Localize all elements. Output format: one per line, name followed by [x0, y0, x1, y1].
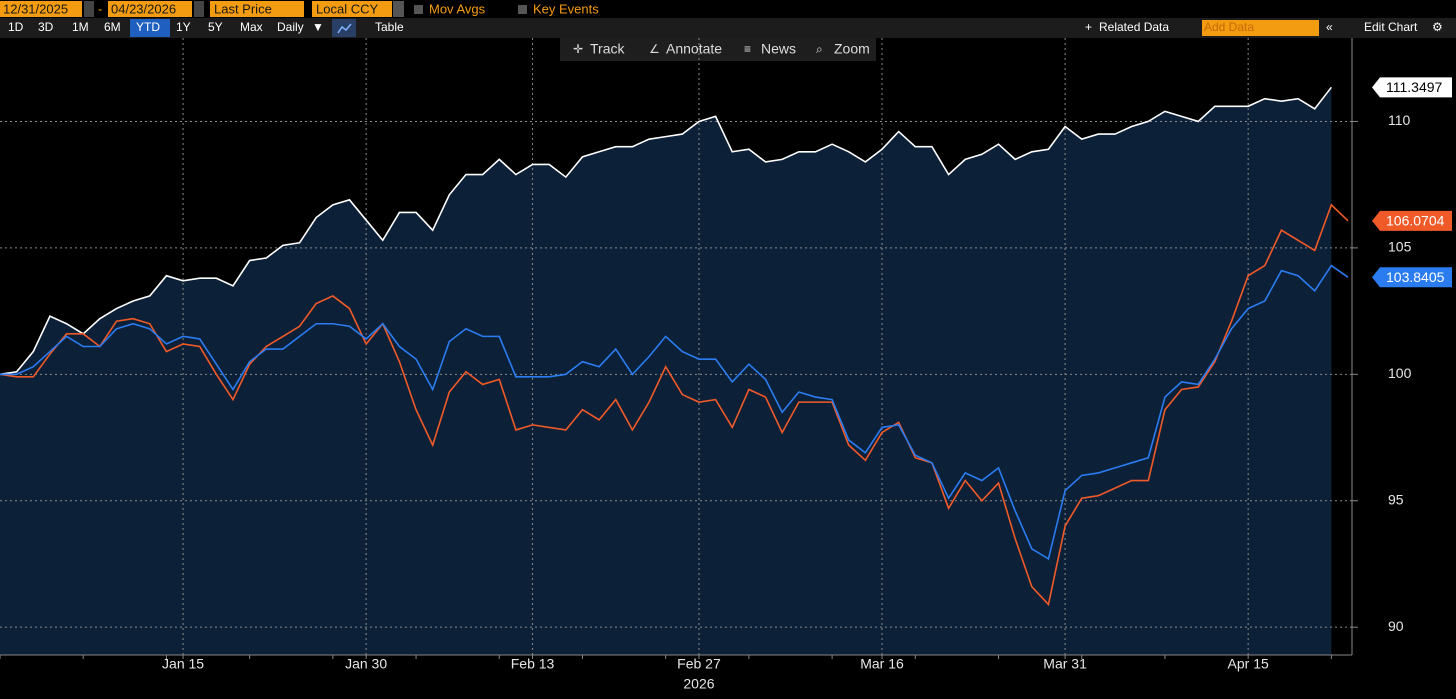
y-tick-label: 110: [1388, 112, 1411, 128]
line: [0, 86, 1332, 376]
x-tick-label: Jan 30: [345, 656, 387, 672]
frequency[interactable]: Daily: [277, 20, 304, 34]
add-data-box[interactable]: [1202, 20, 1319, 36]
table-button[interactable]: Table: [375, 20, 404, 34]
tool-button[interactable]: Zoom: [834, 41, 870, 57]
end-date-box[interactable]: [108, 1, 192, 17]
related-data[interactable]: Related Data: [1099, 20, 1169, 34]
period-button[interactable]: 1Y: [176, 20, 191, 34]
toolbar-bottom: [0, 18, 1456, 38]
currency-box[interactable]: [312, 1, 392, 17]
x-tick-label: Feb 13: [511, 656, 555, 672]
start-date-box[interactable]: [0, 1, 82, 17]
x-tick-label: Apr 15: [1228, 656, 1269, 672]
dropdown[interactable]: [393, 1, 404, 17]
value-label-box: [1372, 267, 1452, 288]
tool-icon: ≡: [744, 42, 751, 56]
key-events[interactable]: Key Events: [533, 1, 599, 16]
x-tick-label: Feb 27: [677, 656, 721, 672]
tool-icon: ⌕: [816, 42, 823, 56]
mov-avgs[interactable]: Mov Avgs: [429, 1, 486, 16]
checkbox[interactable]: [518, 5, 527, 14]
period-button[interactable]: Max: [240, 20, 263, 34]
date-sep: -: [98, 1, 102, 16]
value-label: 106.0704: [1386, 213, 1445, 229]
collapse-icon[interactable]: «: [1326, 20, 1333, 34]
x-tick-label: Mar 16: [860, 656, 904, 672]
end-date: 04/23/2026: [111, 1, 176, 16]
tool-button[interactable]: News: [761, 41, 796, 57]
add-data: Add Data: [1204, 20, 1254, 34]
y-tick-label: 95: [1388, 491, 1404, 507]
x-axis-label: 2026: [683, 676, 714, 692]
period-active: [130, 19, 170, 37]
tool-icon: ✛: [573, 42, 583, 56]
period-button[interactable]: 3D: [38, 20, 54, 34]
line: [0, 264, 1349, 561]
dropdown-arrow: ▼: [312, 20, 324, 34]
tool-button[interactable]: Annotate: [666, 41, 722, 57]
calendar-icon[interactable]: [194, 1, 204, 17]
period-button[interactable]: 1M: [72, 20, 89, 34]
period-button[interactable]: 1D: [8, 20, 24, 34]
currency: Local CCY: [316, 1, 378, 16]
plus-icon: +: [1085, 20, 1092, 34]
area: [0, 87, 1332, 655]
value-label: 111.3497: [1386, 79, 1443, 95]
plot-layer: [0, 38, 1352, 655]
value-label-box: [1372, 210, 1452, 231]
period-button[interactable]: 6M: [104, 20, 121, 34]
calendar-icon[interactable]: [84, 1, 94, 17]
line: [0, 203, 1349, 607]
x-tick-label: Mar 31: [1043, 656, 1087, 672]
edit-chart[interactable]: Edit Chart: [1364, 20, 1418, 34]
y-tick-label: 90: [1388, 618, 1404, 634]
period-button[interactable]: 5Y: [208, 20, 223, 34]
tool-button[interactable]: Track: [590, 41, 625, 57]
tool-strip: [560, 38, 876, 61]
y-tick-label: 100: [1388, 365, 1412, 381]
tool-icon: ∠: [649, 42, 660, 56]
value-label: 103.8405: [1386, 269, 1445, 285]
y-tick-label: 105: [1388, 239, 1412, 255]
settings-icon[interactable]: ⚙: [1432, 20, 1443, 34]
checkbox[interactable]: [414, 5, 423, 14]
period-button[interactable]: YTD: [136, 20, 160, 34]
start-date: 12/31/2025: [3, 1, 68, 16]
field: Last Price: [214, 1, 272, 16]
x-tick-label: Jan 15: [162, 656, 204, 672]
value-label-box: [1372, 77, 1452, 98]
field-box[interactable]: [210, 1, 304, 17]
chart-type-icon: [337, 23, 352, 34]
